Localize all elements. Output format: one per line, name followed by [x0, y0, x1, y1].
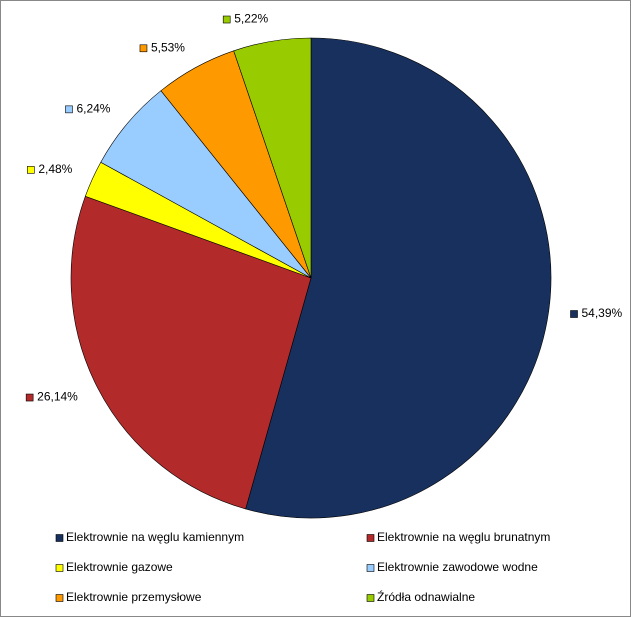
- legend-key: [55, 534, 64, 542]
- data-label: 5,53%: [151, 40, 185, 54]
- data-label: 54,39%: [582, 306, 623, 320]
- data-label-key: [222, 15, 231, 24]
- data-label: 5,22%: [234, 12, 268, 26]
- data-label-key: [65, 105, 73, 114]
- legend-key: [366, 594, 375, 602]
- data-label: 2,48%: [38, 162, 72, 176]
- pie-slice: [245, 37, 552, 519]
- data-label: 6,24%: [76, 102, 110, 116]
- pie-slice: [233, 37, 312, 279]
- data-label-key: [139, 44, 148, 53]
- legend-label: Źródła odnawialne: [377, 589, 475, 604]
- legend-label: Elektrownie zawodowe wodne: [377, 560, 538, 574]
- data-label-key: [25, 393, 34, 402]
- legend-label: Elektrownie na węglu kamiennym: [66, 530, 244, 544]
- legend-key: [55, 594, 64, 602]
- legend-label: Elektrownie przemysłowe: [66, 590, 202, 604]
- legend-label: Elektrownie na węglu brunatnym: [377, 530, 550, 544]
- pie-slice: [70, 195, 312, 510]
- data-label-key: [570, 310, 578, 318]
- data-label: 26,14%: [37, 390, 78, 404]
- legend-key: [366, 564, 375, 572]
- legend-key: [366, 534, 375, 542]
- legend-key: [55, 564, 64, 572]
- data-label-key: [27, 166, 35, 174]
- legend-label: Elektrownie gazowe: [66, 560, 173, 574]
